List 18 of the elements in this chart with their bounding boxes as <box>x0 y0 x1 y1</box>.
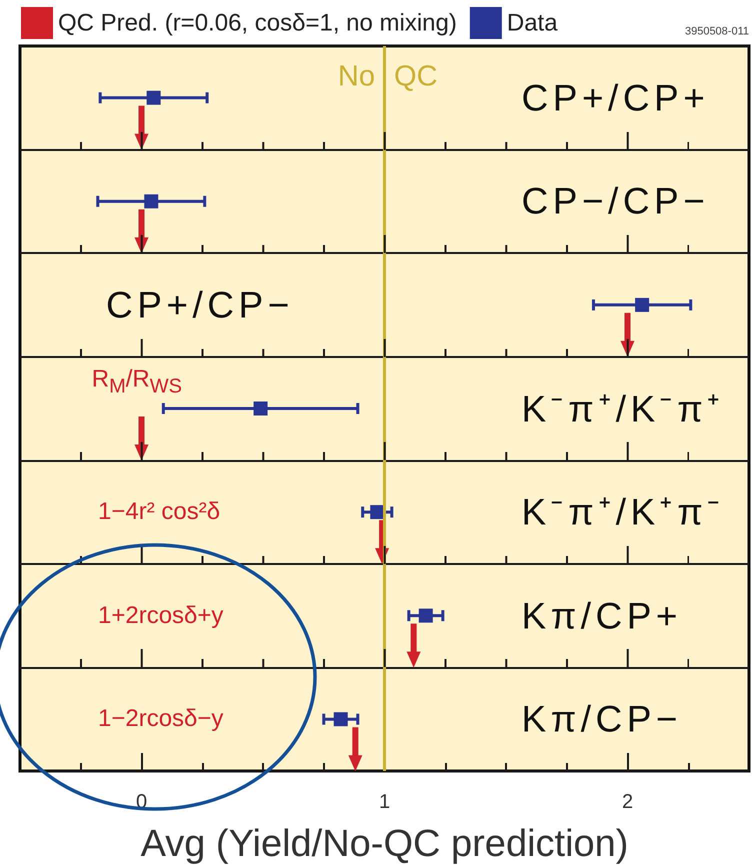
annotation: 1+2rcosδ+y <box>98 602 224 629</box>
x-axis-title: Avg (Yield/No-QC prediction) <box>140 823 628 865</box>
y-tick-label: K⁻π⁺/K⁻π⁺ <box>522 388 725 429</box>
y-tick-label: CP+/CP+ <box>522 77 710 118</box>
y-tick-label: Kπ/CP− <box>522 698 682 740</box>
y-tick-label: CP−/CP− <box>522 180 710 222</box>
legend-label: QC Pred. (r=0.06, cosδ=1, no mixing) <box>58 10 457 36</box>
annotation: 1−4r² cos²δ <box>98 498 220 526</box>
text: 3950508-011 <box>684 26 749 38</box>
x-tick-label: 2 <box>622 791 634 813</box>
ref-line-label: No QC <box>338 60 438 92</box>
y-tick-label: CP+/CP− <box>106 284 294 326</box>
y-tick-label: Kπ/CP+ <box>522 595 682 636</box>
y-tick-label: K⁻π⁺/K⁺π⁻ <box>522 492 725 533</box>
annotation: R$_{M}$/R$_{WS}$ <box>92 365 182 397</box>
x-tick-label: 1 <box>378 791 390 813</box>
annotation: 1−2rcosδ−y <box>98 705 224 732</box>
legend-label: Data <box>506 10 558 36</box>
